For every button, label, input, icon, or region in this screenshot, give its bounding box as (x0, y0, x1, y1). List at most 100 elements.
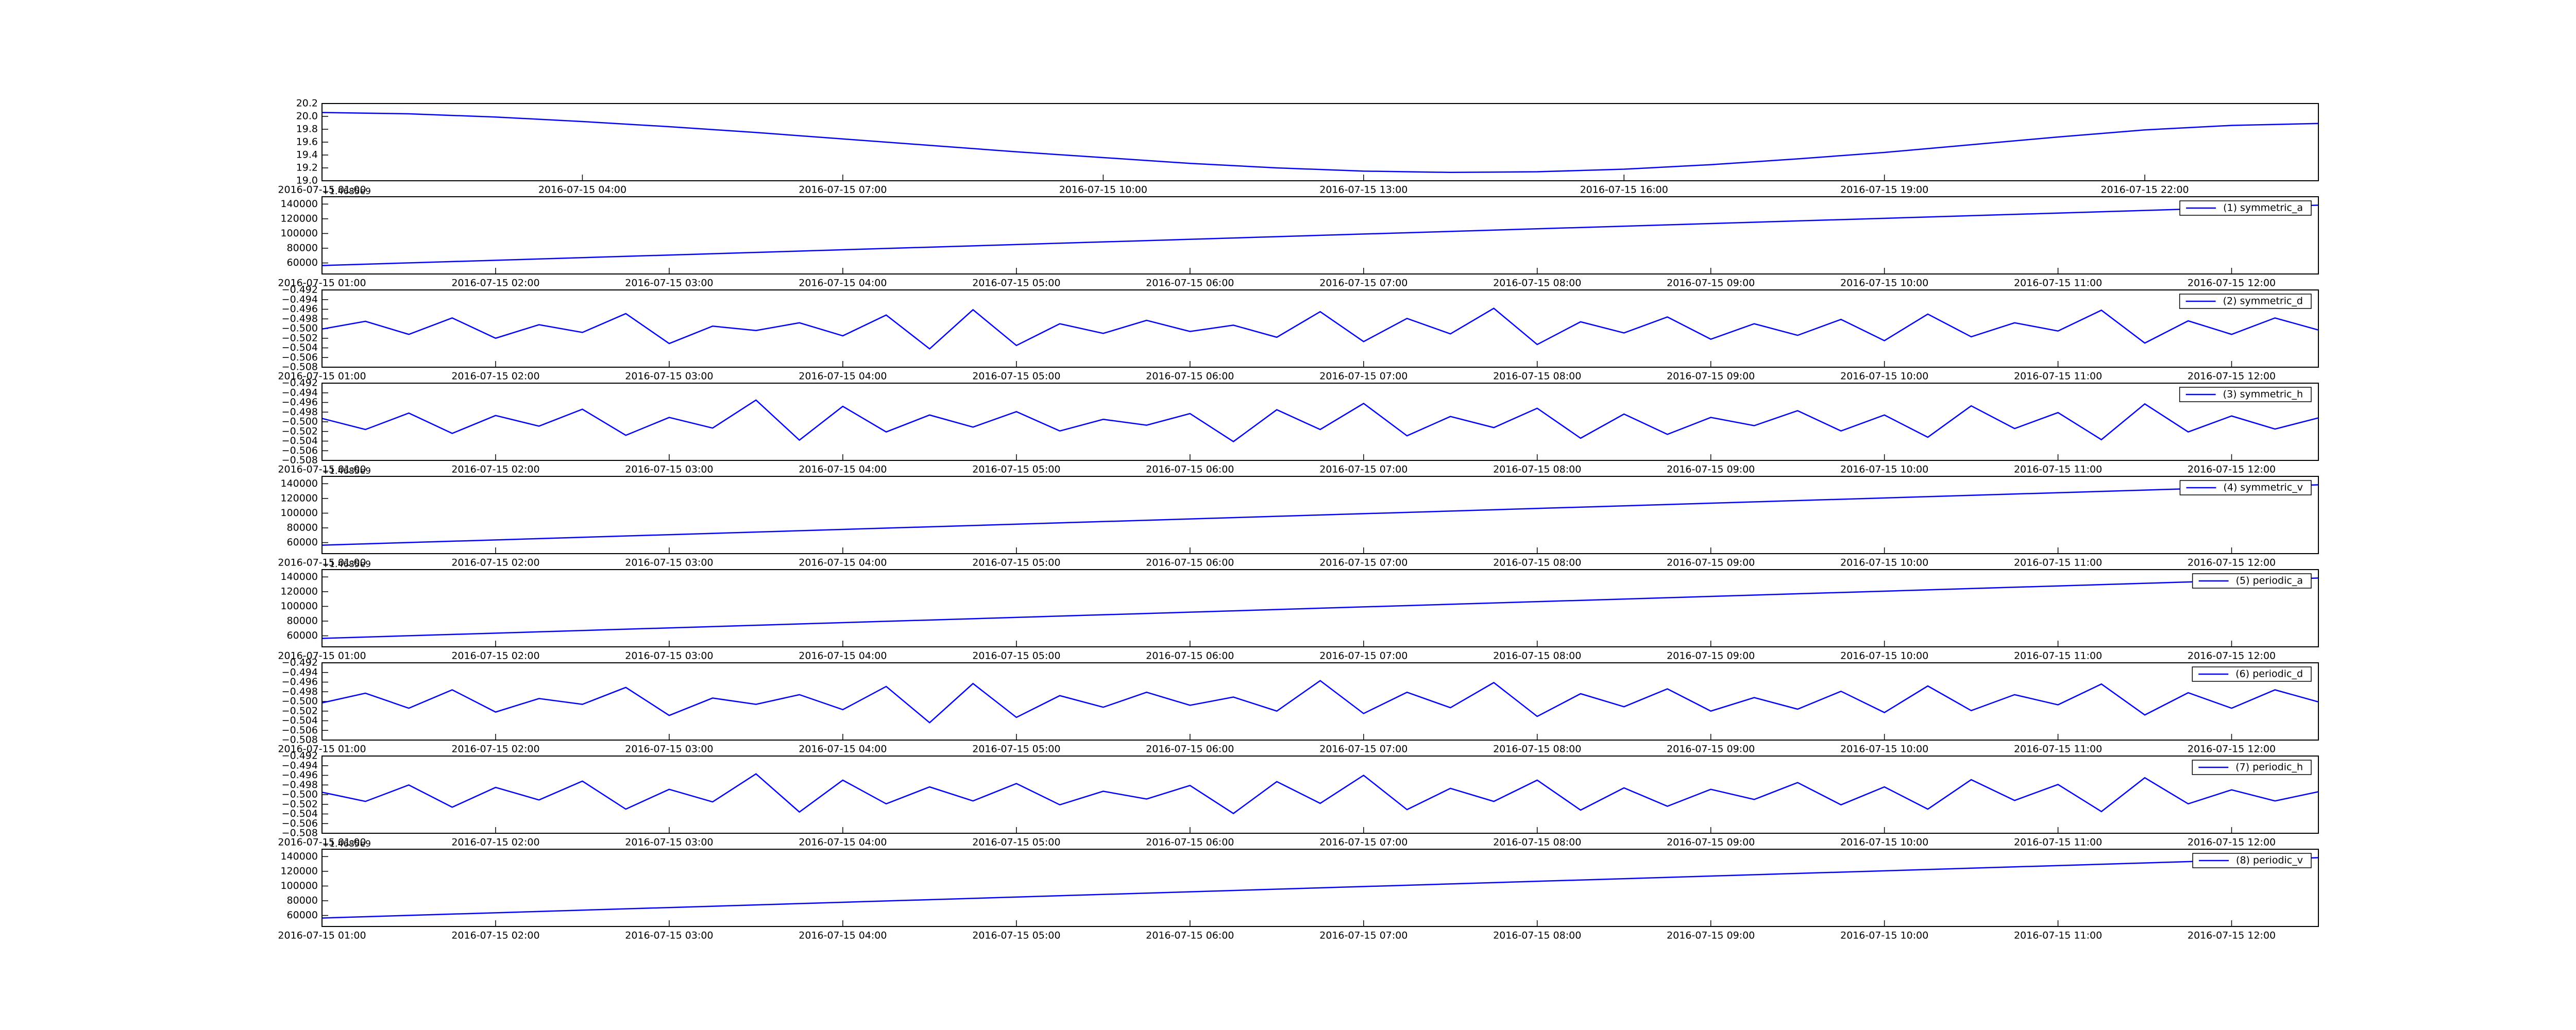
legend: (3) symmetric_h (2179, 387, 2312, 402)
x-tick-label: 2016-07-15 10:00 (1840, 930, 1928, 941)
subplot: −0.508−0.506−0.504−0.502−0.500−0.498−0.4… (278, 377, 2319, 475)
y-tick-label: −0.498 (282, 313, 318, 324)
y-tick-label: −0.506 (282, 352, 318, 363)
y-tick-label: 60000 (287, 537, 318, 548)
x-tick-label: 2016-07-15 01:00 (278, 930, 366, 941)
x-tick-label: 2016-07-15 12:00 (2188, 930, 2276, 941)
data-line (322, 484, 2318, 546)
x-tick-label: 2016-07-15 05:00 (972, 557, 1060, 569)
axes-frame (321, 756, 2319, 834)
legend: (5) periodic_a (2192, 573, 2312, 589)
x-tick-label: 2016-07-15 11:00 (2014, 464, 2102, 475)
axes-frame (321, 849, 2319, 927)
x-tick-label: 2016-07-15 04:00 (799, 744, 887, 755)
y-tick-label: 19.8 (296, 124, 318, 135)
x-tick-label: 2016-07-15 11:00 (2014, 744, 2102, 755)
y-tick-label: −0.494 (282, 760, 318, 771)
data-line (322, 307, 2318, 350)
offset-text: +1.4685e9 (322, 839, 371, 849)
x-tick-label: 2016-07-15 08:00 (1493, 371, 1581, 382)
y-tick-label: −0.496 (282, 769, 318, 781)
x-tick-label: 2016-07-15 04:00 (799, 837, 887, 848)
y-tick-label: −0.496 (282, 397, 318, 408)
x-tick-label: 2016-07-15 03:00 (625, 557, 713, 569)
x-tick-label: 2016-07-15 05:00 (972, 930, 1060, 941)
y-tick-label: −0.498 (282, 406, 318, 418)
x-tick-label: 2016-07-15 08:00 (1493, 464, 1581, 475)
y-tick-label: 60000 (287, 630, 318, 641)
y-tick-label: −0.504 (282, 715, 318, 726)
x-tick-label: 2016-07-15 03:00 (625, 371, 713, 382)
legend: (4) symmetric_v (2179, 480, 2312, 495)
x-tick-label: 2016-07-15 07:00 (1319, 278, 1408, 289)
x-tick-label: 2016-07-15 10:00 (1840, 278, 1928, 289)
x-tick-label: 2016-07-15 11:00 (2014, 930, 2102, 941)
x-tick-label: 2016-07-15 16:00 (1580, 184, 1668, 196)
x-tick-label: 2016-07-15 04:00 (799, 650, 887, 662)
x-tick-label: 2016-07-15 01:00 (278, 557, 366, 569)
x-tick-label: 2016-07-15 05:00 (972, 650, 1060, 662)
legend-label: (3) symmetric_h (2223, 389, 2303, 400)
subplot: 60000 80000 100000 120000 140000 2016-07-15 0… (278, 839, 2319, 941)
x-tick-label: 2016-07-15 12:00 (2188, 464, 2276, 475)
x-tick-label: 2016-07-15 06:00 (1146, 278, 1234, 289)
y-tick-label: 80000 (287, 895, 318, 906)
y-tick-label: 80000 (287, 615, 318, 627)
y-tick-label: −0.502 (282, 332, 318, 344)
y-tick-label: −0.500 (282, 789, 318, 800)
y-tick-label: −0.504 (282, 808, 318, 819)
y-tick-label: −0.494 (282, 294, 318, 305)
y-tick-label: 100000 (280, 507, 318, 519)
y-tick-label: −0.500 (282, 696, 318, 707)
x-tick-label: 2016-07-15 12:00 (2188, 837, 2276, 848)
y-tick-label: −0.502 (282, 798, 318, 810)
x-tick-label: 2016-07-15 05:00 (972, 744, 1060, 755)
x-tick-label: 2016-07-15 03:00 (625, 464, 713, 475)
x-tick-label: 2016-07-15 03:00 (625, 278, 713, 289)
y-tick-label: 80000 (287, 243, 318, 254)
legend-label: (2) symmetric_d (2223, 296, 2303, 307)
subplot: 60000 80000 100000 120000 140000 2016-07-15 0… (278, 466, 2319, 569)
y-tick-label: −0.508 (282, 828, 318, 839)
plot-area (322, 680, 2318, 724)
y-tick-label: 19.6 (296, 136, 318, 148)
x-tick-label: 2016-07-15 09:00 (1667, 650, 1755, 662)
legend-label: (1) symmetric_a (2223, 202, 2303, 214)
data-line (322, 204, 2318, 266)
y-tick-label: 140000 (280, 198, 318, 210)
x-tick-label: 2016-07-15 07:00 (1319, 837, 1408, 848)
y-tick-label: 19.2 (296, 162, 318, 174)
axes-frame (321, 289, 2319, 368)
x-tick-label: 2016-07-15 09:00 (1667, 557, 1755, 569)
offset-text: +1.4685e9 (322, 466, 371, 476)
x-tick-label: 2016-07-15 02:00 (451, 464, 539, 475)
subplot: −0.508−0.506−0.504−0.502−0.500−0.498−0.4… (278, 284, 2319, 382)
legend: (2) symmetric_d (2179, 294, 2312, 309)
x-tick-label: 2016-07-15 13:00 (1319, 184, 1408, 196)
x-tick-label: 2016-07-15 05:00 (972, 371, 1060, 382)
data-line (322, 680, 2318, 724)
y-tick-label: −0.500 (282, 323, 318, 334)
offset-text: +1.4685e9 (322, 186, 371, 197)
x-tick-label: 2016-07-15 06:00 (1146, 837, 1234, 848)
plot-area (322, 204, 2318, 266)
x-tick-label: 2016-07-15 04:00 (799, 464, 887, 475)
y-tick-label: 140000 (280, 571, 318, 582)
x-tick-label: 2016-07-15 08:00 (1493, 557, 1581, 569)
x-tick-label: 2016-07-15 03:00 (625, 744, 713, 755)
x-tick-label: 2016-07-15 12:00 (2188, 557, 2276, 569)
x-tick-label: 2016-07-15 08:00 (1493, 930, 1581, 941)
x-tick-label: 2016-07-15 09:00 (1667, 837, 1755, 848)
x-tick-label: 2016-07-15 02:00 (451, 557, 539, 569)
legend-label: (8) periodic_v (2236, 855, 2303, 866)
y-tick-label: −0.506 (282, 445, 318, 456)
y-tick-label: 20.2 (296, 98, 318, 109)
x-tick-label: 2016-07-15 01:00 (278, 650, 366, 662)
y-tick-label: 120000 (280, 213, 318, 224)
axes-frame (321, 383, 2319, 461)
x-tick-label: 2016-07-15 05:00 (972, 278, 1060, 289)
x-tick-label: 2016-07-15 06:00 (1146, 371, 1234, 382)
